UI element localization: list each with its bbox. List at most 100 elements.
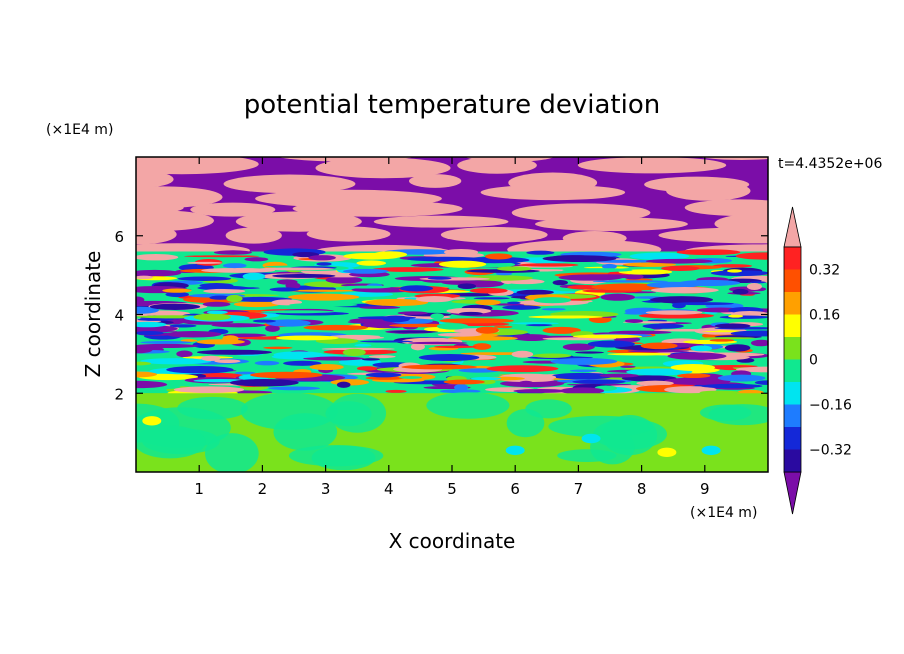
turbulent-filament: [626, 368, 693, 376]
turbulent-filament: [459, 311, 483, 316]
turbulent-filament: [496, 266, 532, 272]
turbulent-filament: [149, 303, 201, 310]
turbulent-filament: [272, 273, 336, 278]
turbulent-filament: [206, 310, 228, 315]
turbulent-filament: [457, 283, 477, 290]
turbulent-filament: [650, 296, 714, 304]
turbulent-filament: [365, 376, 405, 380]
turbulent-filament: [486, 365, 559, 373]
turbulent-filament: [714, 323, 751, 329]
turbulent-filament: [136, 380, 168, 389]
turbulent-filament: [325, 276, 363, 284]
turbulent-filament: [199, 283, 234, 288]
turbulent-filament: [275, 335, 339, 341]
turbulent-filament: [591, 283, 665, 291]
stable-band: [562, 231, 627, 246]
turbulent-filament: [618, 269, 673, 275]
stable-band: [511, 203, 651, 223]
turbulent-filament: [252, 319, 277, 323]
turbulent-filament: [653, 328, 719, 332]
turbulent-filament: [727, 269, 743, 273]
colorbar-label: −0.16: [809, 398, 852, 414]
turbulent-filament: [233, 301, 280, 308]
convective-swirl: [590, 429, 635, 465]
turbulent-filament: [177, 276, 232, 281]
turbulent-filament: [202, 301, 231, 307]
turbulent-filament: [356, 366, 378, 371]
turbulent-filament: [372, 251, 408, 258]
turbulent-filament: [342, 348, 366, 357]
turbulent-filament: [709, 338, 735, 342]
colorbar-label: −0.32: [809, 443, 852, 459]
turbulent-filament: [341, 285, 391, 289]
turbulent-filament: [448, 336, 518, 341]
turbulent-filament: [562, 268, 633, 273]
turbulent-filament: [136, 361, 151, 366]
x-tick-label: 9: [700, 480, 710, 498]
turbulent-filament: [599, 373, 639, 378]
turbulent-filament: [136, 343, 199, 348]
convective-swirl: [136, 425, 206, 459]
turbulent-filament: [309, 363, 344, 371]
turbulent-filament: [600, 293, 635, 301]
turbulent-filament: [244, 257, 269, 262]
turbulent-filament: [472, 343, 492, 350]
turbulent-filament: [542, 326, 582, 334]
turbulent-filament: [356, 260, 387, 266]
turbulent-filament: [276, 279, 298, 285]
turbulent-filament: [552, 255, 593, 259]
turbulent-filament: [242, 272, 266, 281]
plot-area: [136, 157, 768, 472]
stable-band: [190, 202, 276, 217]
turbulent-filament: [700, 337, 756, 340]
x-tick-label: 4: [384, 480, 394, 498]
turbulent-filament: [266, 319, 311, 327]
turbulent-filament: [399, 376, 423, 379]
turbulent-filament: [642, 323, 684, 329]
turbulent-filament: [438, 260, 487, 268]
colorbar-segment: [784, 337, 801, 360]
turbulent-filament: [303, 356, 364, 361]
x-axis-label: X coordinate: [389, 529, 516, 553]
turbulent-filament: [608, 330, 672, 335]
turbulent-filament: [214, 286, 260, 290]
convective-swirl: [328, 393, 387, 433]
turbulent-filament: [166, 365, 234, 374]
x-tick-label: 3: [321, 480, 331, 498]
turbulent-filament: [525, 324, 553, 327]
convective-spot: [581, 433, 601, 444]
convective-swirl: [205, 433, 259, 472]
turbulent-filament: [601, 263, 617, 270]
turbulent-filament: [493, 325, 513, 329]
turbulent-filament: [418, 353, 480, 362]
turbulent-filament: [750, 339, 768, 347]
turbulent-filament: [636, 380, 674, 386]
colorbar-segment: [784, 449, 801, 472]
turbulent-filament: [169, 324, 197, 328]
turbulent-filament: [410, 343, 425, 351]
turbulent-filament: [640, 342, 678, 350]
turbulent-filament: [365, 298, 429, 307]
turbulent-filament: [165, 331, 222, 338]
turbulent-filament: [560, 387, 605, 395]
turbulent-filament: [526, 250, 555, 255]
turbulent-filament: [572, 334, 643, 339]
turbulent-filament: [552, 280, 568, 286]
turbulent-filament: [475, 326, 499, 334]
turbulent-filament: [173, 386, 245, 394]
colorbar-segment: [784, 404, 801, 427]
turbulent-filament: [201, 267, 276, 273]
turbulent-filament: [213, 250, 252, 255]
stable-band: [440, 226, 548, 243]
turbulent-filament: [732, 288, 749, 295]
turbulent-filament: [646, 281, 700, 289]
turbulent-filament: [258, 267, 334, 271]
convective-swirl: [699, 404, 752, 421]
x-tick-label: 6: [510, 480, 520, 498]
turbulent-filament: [136, 321, 167, 328]
time-label: t=4.4352e+06: [778, 156, 882, 172]
turbulent-filament: [541, 308, 566, 311]
turbulent-filament: [359, 340, 413, 343]
turbulent-filament: [136, 296, 145, 304]
turbulent-filament: [193, 313, 231, 321]
